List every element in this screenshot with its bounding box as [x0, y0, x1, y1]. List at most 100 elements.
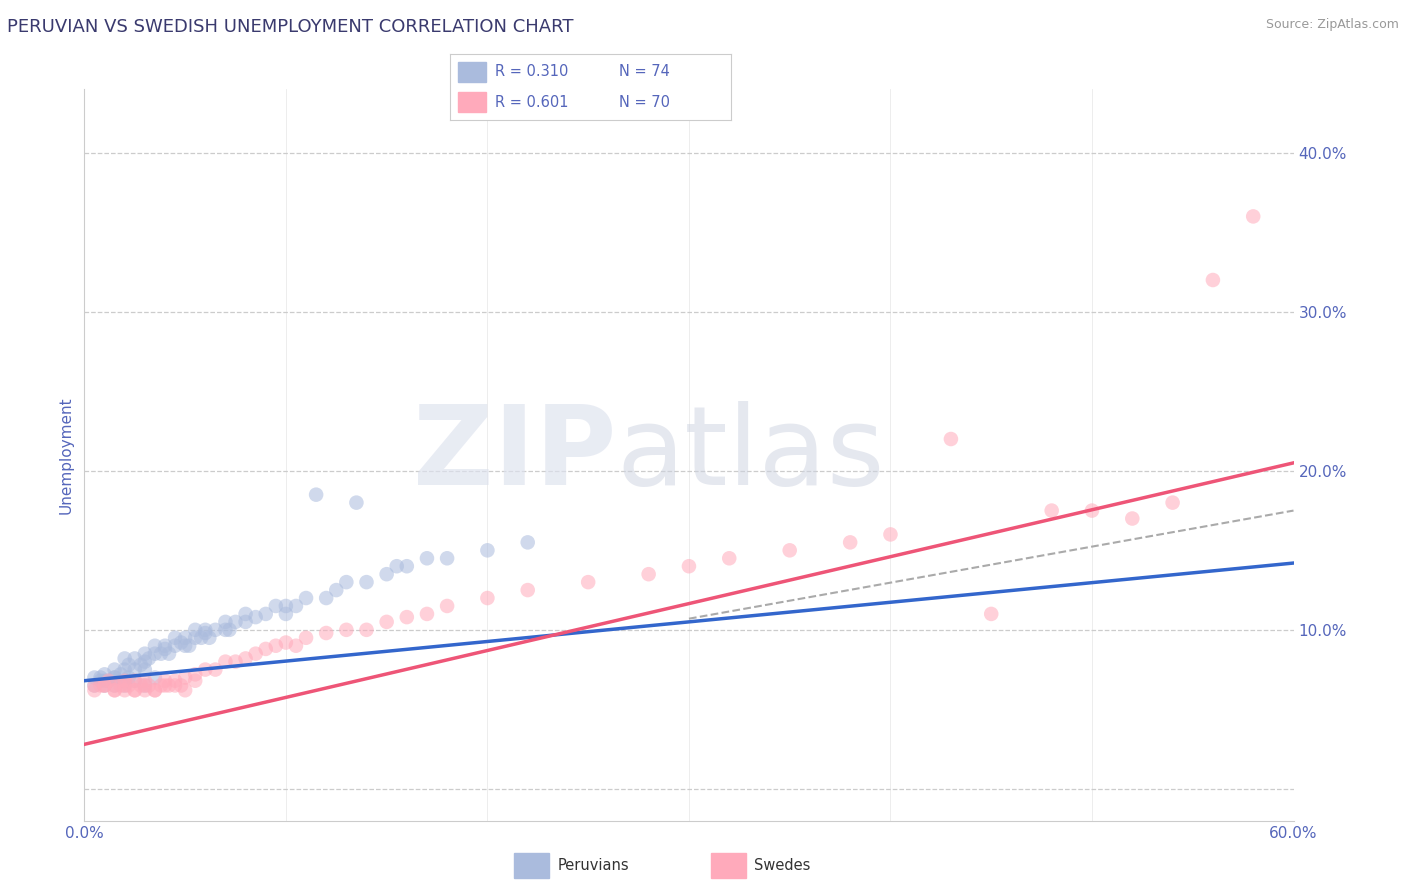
Point: [165, 631, 187, 645]
Text: Source: ZipAtlas.com: Source: ZipAtlas.com: [1265, 18, 1399, 31]
Point: [194, 623, 217, 637]
Point: [170, 635, 193, 649]
Point: [516, 535, 538, 549]
Point: [295, 631, 318, 645]
Point: [143, 639, 166, 653]
Point: [1081, 503, 1104, 517]
Point: [170, 678, 193, 692]
Point: [153, 673, 176, 688]
Point: [190, 631, 212, 645]
Point: [779, 543, 801, 558]
Point: [93, 678, 115, 692]
Point: [157, 678, 180, 692]
Point: [83, 683, 105, 698]
Point: [718, 551, 741, 566]
Point: [980, 607, 1002, 621]
Point: [104, 671, 127, 685]
Point: [254, 607, 277, 621]
Point: [89, 673, 111, 688]
Point: [395, 559, 418, 574]
Point: [225, 615, 247, 629]
Point: [346, 495, 368, 509]
Point: [174, 639, 197, 653]
Point: [104, 678, 127, 692]
Point: [1202, 273, 1225, 287]
Point: [83, 671, 105, 685]
Point: [134, 647, 156, 661]
Point: [153, 641, 176, 656]
Point: [245, 647, 267, 661]
Point: [194, 663, 217, 677]
Point: [83, 678, 105, 692]
Point: [114, 678, 136, 692]
Text: R = 0.601: R = 0.601: [495, 95, 568, 110]
Point: [416, 607, 439, 621]
Point: [315, 626, 337, 640]
Point: [274, 599, 297, 613]
Point: [335, 575, 357, 590]
Point: [179, 639, 201, 653]
Point: [274, 635, 297, 649]
Point: [129, 657, 152, 672]
Point: [436, 599, 458, 613]
Point: [138, 651, 160, 665]
Point: [576, 575, 599, 590]
Point: [153, 678, 176, 692]
Point: [356, 623, 378, 637]
Point: [879, 527, 901, 541]
Bar: [458, 93, 486, 112]
Point: [678, 559, 700, 574]
Point: [165, 678, 187, 692]
Point: [235, 651, 257, 665]
Point: [214, 655, 236, 669]
Point: [118, 657, 141, 672]
Point: [1241, 210, 1264, 224]
Point: [375, 615, 398, 629]
Point: [477, 591, 499, 605]
Point: [149, 647, 172, 661]
Point: [174, 671, 197, 685]
Point: [129, 678, 152, 692]
Point: [436, 551, 458, 566]
Text: Swedes: Swedes: [754, 858, 810, 872]
Point: [305, 488, 328, 502]
Text: ZIP: ZIP: [413, 401, 616, 508]
Point: [110, 667, 132, 681]
Point: [225, 655, 247, 669]
Point: [89, 678, 111, 692]
Point: [157, 647, 180, 661]
Point: [114, 673, 136, 688]
Point: [235, 607, 257, 621]
Point: [264, 639, 287, 653]
Point: [165, 673, 187, 688]
Point: [165, 639, 187, 653]
Point: [104, 683, 127, 698]
Point: [114, 663, 136, 677]
Point: [1161, 495, 1184, 509]
Point: [124, 651, 146, 665]
Point: [134, 678, 156, 692]
Point: [375, 567, 398, 582]
Point: [214, 615, 236, 629]
Point: [83, 678, 105, 692]
Text: PERUVIAN VS SWEDISH UNEMPLOYMENT CORRELATION CHART: PERUVIAN VS SWEDISH UNEMPLOYMENT CORRELA…: [7, 18, 574, 36]
Point: [204, 663, 226, 677]
Point: [285, 639, 308, 653]
Point: [184, 673, 207, 688]
Bar: [711, 853, 747, 878]
Point: [839, 535, 862, 549]
Bar: [458, 62, 486, 82]
Bar: [515, 853, 550, 878]
Point: [143, 683, 166, 698]
Point: [184, 631, 207, 645]
Point: [124, 683, 146, 698]
Point: [124, 683, 146, 698]
Point: [104, 683, 127, 698]
Point: [153, 639, 176, 653]
Point: [134, 678, 156, 692]
Point: [184, 667, 207, 681]
Point: [138, 678, 160, 692]
Point: [93, 667, 115, 681]
Point: [295, 591, 318, 605]
Point: [477, 543, 499, 558]
